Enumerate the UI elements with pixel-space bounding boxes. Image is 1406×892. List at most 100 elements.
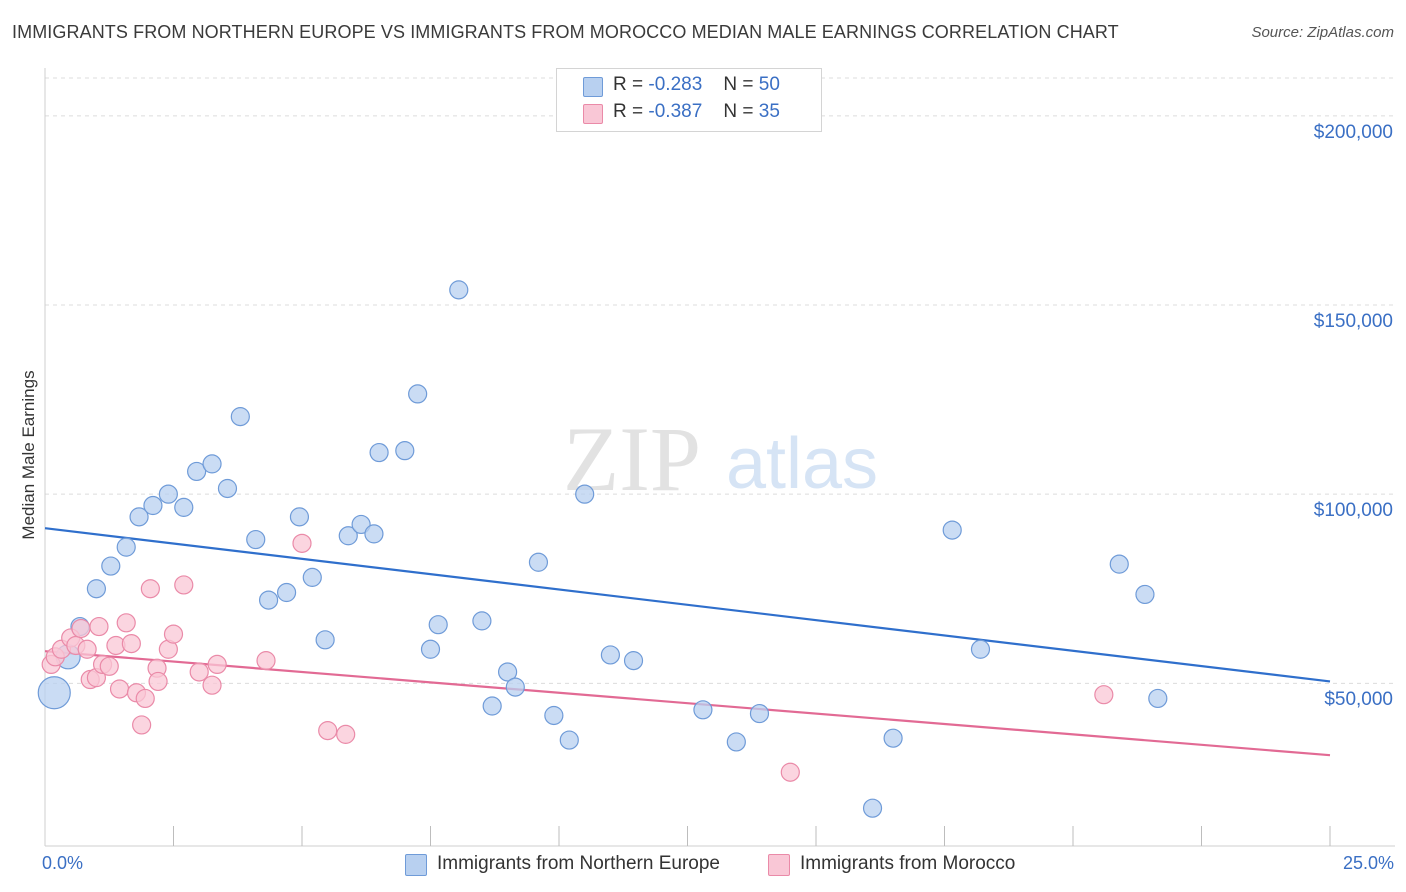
point-morocco [71,618,91,639]
point-morocco [121,633,141,654]
legend-r-value: -0.387 [648,101,703,122]
x-tick-max: 25.0% [1342,853,1394,873]
point-northern-europe [276,582,297,603]
point-northern-europe [575,484,595,504]
legend-r-label: R = [613,74,644,95]
point-northern-europe [498,662,518,682]
point-northern-europe [1109,554,1129,574]
y-tick-label: $50,000 [1324,689,1393,711]
bottom-legend-swatch-blue [405,854,427,876]
point-northern-europe [158,484,178,504]
point-morocco [89,616,109,637]
legend-n-value: 35 [758,101,780,122]
point-northern-europe [101,556,121,576]
y-tick-label: $100,000 [1313,500,1393,522]
point-northern-europe [1148,688,1168,709]
point-northern-europe [420,639,441,659]
point-northern-europe [86,579,107,599]
point-northern-europe [862,798,883,818]
point-northern-europe [37,676,71,710]
point-morocco [163,624,184,644]
point-morocco [174,575,194,595]
point-morocco [189,662,209,682]
point-northern-europe [351,514,371,535]
point-northern-europe [143,495,163,516]
point-morocco [207,654,227,675]
point-morocco [135,688,155,709]
point-morocco [132,715,152,735]
point-northern-europe [369,442,389,463]
point-northern-europe [129,507,149,527]
point-morocco [99,656,119,676]
point-northern-europe [364,524,384,544]
y-tick-label: $200,000 [1313,121,1393,143]
legend-n-label: N = [723,101,754,122]
legend-n-value: 50 [758,74,780,95]
trend-line-morocco [44,650,1331,757]
point-northern-europe [726,732,746,752]
source-label: Source: ZipAtlas.com [1251,24,1394,41]
point-northern-europe [408,384,428,404]
trend-line-northern-europe [44,527,1331,683]
x-tick-min: 0.0% [42,853,84,873]
point-northern-europe [600,645,621,665]
point-northern-europe [472,611,492,631]
legend-swatch-pink [583,104,603,124]
point-northern-europe [289,507,310,527]
point-morocco [336,724,356,744]
point-northern-europe [187,461,207,482]
point-northern-europe [302,567,322,587]
axes [44,68,1395,847]
point-northern-europe [338,526,358,546]
point-northern-europe [217,478,238,499]
trend-lines [44,527,1331,757]
point-northern-europe [395,441,415,461]
point-morocco [109,679,130,699]
point-morocco [116,613,136,633]
point-northern-europe [883,728,903,748]
point-northern-europe [482,696,502,716]
point-northern-europe [230,407,250,427]
chart-title: IMMIGRANTS FROM NORTHERN EUROPE VS IMMIG… [12,22,1119,42]
legend-n-label: N = [723,74,754,95]
point-morocco [202,675,222,695]
point-northern-europe [258,590,279,610]
point-northern-europe [559,730,579,750]
point-northern-europe [970,639,991,659]
bottom-legend-label: Immigrants from Morocco [800,853,1016,874]
point-northern-europe [202,454,222,474]
legend-swatch-blue [583,77,603,97]
point-morocco [77,639,97,659]
y-tick-label: $150,000 [1313,310,1393,332]
point-morocco [1094,685,1114,705]
point-northern-europe [428,615,448,635]
watermark: ZIP atlas [563,408,878,510]
point-morocco [780,762,800,782]
point-morocco [292,533,312,553]
point-northern-europe [449,280,469,300]
legend-r-value: -0.283 [648,74,703,95]
point-morocco [140,579,160,599]
point-northern-europe [528,552,549,572]
point-northern-europe [174,497,194,517]
point-northern-europe [942,520,962,540]
stats-legend: R = -0.283 N = 50 R = -0.387 N = 35 [556,68,822,132]
point-northern-europe [315,630,335,650]
data-points [37,280,1168,818]
bottom-legend-swatch-pink [768,854,790,876]
point-northern-europe [749,703,770,724]
point-morocco [318,721,338,741]
watermark-atlas: atlas [726,424,878,504]
grid-lines [45,77,1395,684]
point-northern-europe [693,700,713,720]
point-northern-europe [544,705,564,726]
point-northern-europe [1135,584,1155,605]
point-morocco [148,671,168,692]
point-northern-europe [246,529,266,550]
point-northern-europe [505,677,525,697]
legend-r-label: R = [613,101,644,122]
point-northern-europe [623,651,644,671]
bottom-legend-label: Immigrants from Northern Europe [437,853,720,874]
point-morocco [256,651,276,671]
